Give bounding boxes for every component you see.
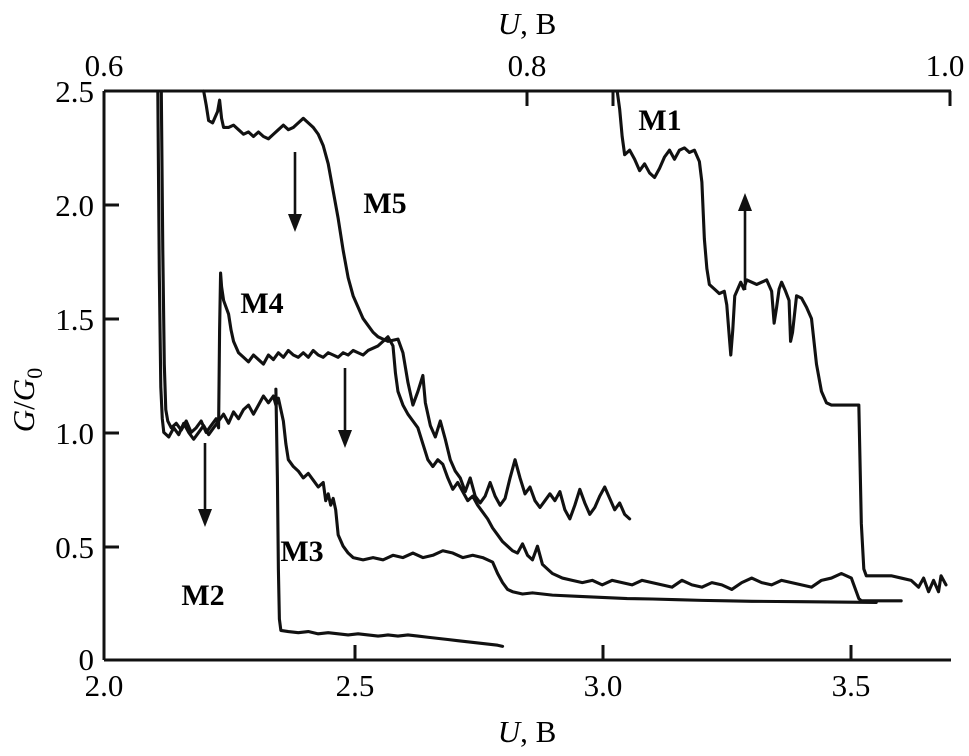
- top-axis-ticks: [102, 91, 952, 106]
- left-tick-label-2: 1.5: [55, 302, 94, 337]
- arrow-m4: [338, 368, 352, 448]
- curve-label-m5: M5: [363, 187, 406, 220]
- bottom-axis-title-unit: , B: [520, 714, 556, 749]
- left-axis-title-denominator: G: [6, 379, 41, 401]
- left-tick-label-0: 2.5: [55, 74, 94, 109]
- curve-m2: [274, 387, 505, 648]
- curve-m3: [156, 89, 878, 604]
- bottom-tick-label-3: 3.5: [832, 668, 871, 703]
- top-tick-label-2: 1.0: [926, 48, 965, 83]
- curve-label-m2: M2: [181, 579, 224, 612]
- svg-text:U, B: U, B: [498, 6, 557, 41]
- left-axis-title: G/G0: [6, 368, 47, 432]
- bottom-axis-title: U, B: [498, 714, 557, 749]
- bottom-tick-label-1: 2.5: [336, 668, 375, 703]
- bottom-axis-title-variable: U: [498, 714, 523, 749]
- top-axis-title: U, B: [498, 6, 557, 41]
- left-axis-tick-labels: 2.5 2.0 1.5 1.0 0.5 0: [55, 74, 94, 677]
- top-tick-label-0: 0.6: [85, 48, 124, 83]
- svg-text:G/G0: G/G0: [6, 368, 47, 432]
- arrow-m1-head: [738, 193, 752, 211]
- bottom-axis-tick-labels: 2.0 2.5 3.0 3.5: [85, 668, 871, 703]
- arrow-m1: [738, 193, 752, 290]
- curve-m4: [159, 89, 903, 603]
- arrow-m5: [288, 152, 302, 232]
- svg-text:U, B: U, B: [498, 714, 557, 749]
- data-curves-group: [156, 89, 948, 648]
- curve-label-m1: M1: [638, 104, 681, 137]
- bottom-tick-label-0: 2.0: [85, 668, 124, 703]
- arrow-m5-head: [288, 214, 302, 232]
- left-tick-label-4: 0.5: [55, 530, 94, 565]
- bottom-axis-ticks: [102, 645, 853, 660]
- top-axis-title-unit: , B: [520, 6, 556, 41]
- curve-m1: [615, 89, 948, 594]
- annotation-arrows-group: [198, 152, 752, 527]
- left-tick-label-3: 1.0: [55, 416, 94, 451]
- top-tick-label-1: 0.8: [508, 48, 547, 83]
- curve-m5: [202, 89, 632, 521]
- bottom-tick-label-2: 3.0: [584, 668, 623, 703]
- left-axis-title-subscript: 0: [22, 368, 47, 379]
- left-axis-title-numerator: G: [6, 410, 41, 432]
- arrow-m2-head: [198, 509, 212, 527]
- curve-label-m4: M4: [240, 287, 283, 320]
- plot-frame: [102, 89, 951, 662]
- arrow-m2: [198, 443, 212, 527]
- top-axis-tick-labels: 0.6 0.8 1.0: [85, 48, 965, 83]
- arrow-m4-head: [338, 430, 352, 448]
- top-axis-title-variable: U: [498, 6, 523, 41]
- left-tick-label-1: 2.0: [55, 188, 94, 223]
- left-axis-ticks: [104, 89, 119, 662]
- curve-label-m3: M3: [280, 535, 323, 568]
- left-tick-label-5: 0: [79, 642, 95, 677]
- curve-labels-group: M1 M5 M4 M3 M2: [181, 104, 681, 612]
- left-axis-title-slash: /: [6, 401, 41, 410]
